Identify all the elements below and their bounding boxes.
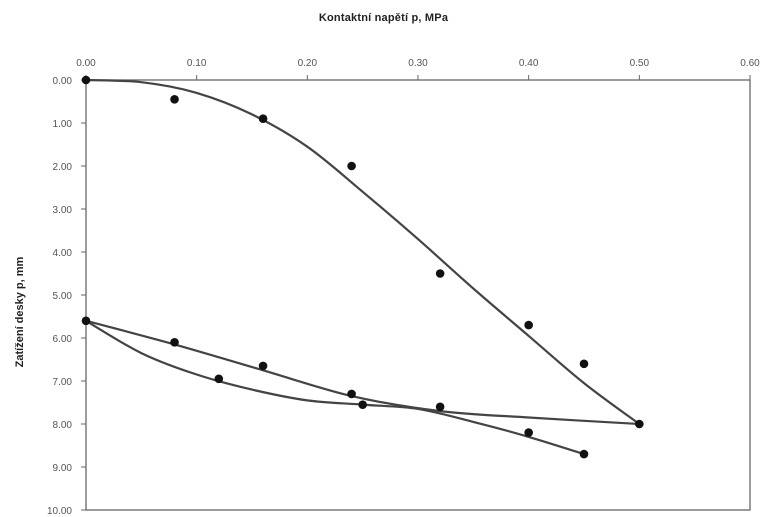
data-point [170, 338, 179, 347]
y-tick-label: 7.00 [53, 377, 73, 388]
data-point [258, 114, 268, 123]
fit-loading-curve [85, 78, 640, 425]
y-tick-label: 10.00 [47, 506, 72, 517]
x-tick-label: 0.60 [740, 58, 760, 69]
data-point [258, 361, 268, 371]
data-point [635, 419, 644, 429]
data-point [358, 400, 367, 409]
data-point [214, 374, 224, 384]
data-point [435, 269, 445, 278]
fit-reloading-curve [85, 319, 585, 456]
y-tick-label: 9.00 [53, 463, 73, 474]
y-axis: 0.00 1.00 2.00 3.00 4.00 5.00 6.00 7.00 8.00 9.00… [47, 76, 86, 517]
y-tick-label: 1.00 [53, 119, 73, 130]
data-point [435, 402, 445, 412]
y-tick-label: 4.00 [53, 248, 73, 259]
y-tick-label: 3.00 [53, 205, 73, 216]
data-point [524, 320, 533, 330]
y-tick-label: 5.00 [53, 291, 73, 302]
plot-frame [85, 79, 751, 511]
x-tick-label: 0.30 [408, 58, 428, 69]
x-axis: 0.00 0.10 0.20 0.30 0.40 0.50 0.60 [76, 58, 760, 80]
fit-curves [85, 78, 640, 456]
x-tick-label: 0.40 [519, 58, 539, 69]
data-point [579, 359, 589, 369]
chart-title: Kontaktní napětí p, MPa [318, 12, 449, 24]
x-tick-label: 0.50 [630, 58, 650, 69]
y-tick-label: 8.00 [53, 420, 73, 431]
data-point [524, 428, 533, 437]
data-point [170, 95, 179, 104]
data-point [81, 316, 91, 326]
data-point [579, 449, 589, 459]
x-tick-label: 0.10 [187, 58, 207, 69]
data-points [81, 75, 644, 459]
data-point [347, 389, 356, 399]
y-tick-label: 2.00 [53, 162, 73, 173]
y-tick-label: 6.00 [53, 334, 73, 345]
x-tick-label: 0.20 [298, 58, 318, 69]
y-tick-label: 0.00 [53, 76, 73, 87]
data-point [347, 161, 356, 171]
x-tick-label: 0.00 [76, 58, 96, 69]
data-point [81, 75, 91, 85]
